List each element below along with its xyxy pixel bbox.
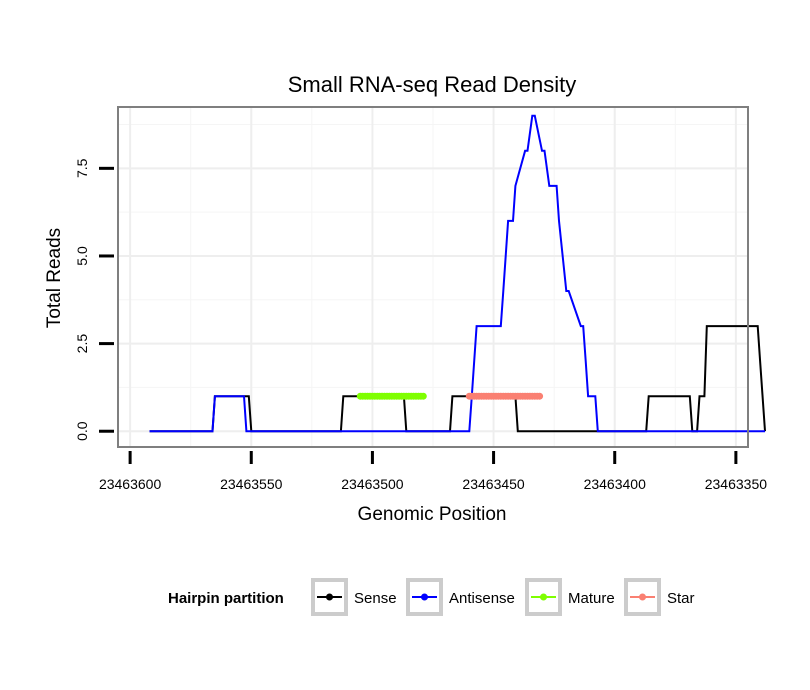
x-tick-label: 23463600 — [99, 476, 162, 492]
legend-label-star: Star — [667, 590, 695, 607]
x-axis: 23463600 23463550 23463500 23463450 23463400… — [99, 451, 767, 492]
x-tick-label: 23463450 — [462, 476, 525, 492]
y-axis: 0.0 2.5 5.0 7.5 — [74, 158, 114, 441]
legend-key-point — [639, 593, 646, 601]
chart-title: Small RNA-seq Read Density — [288, 72, 577, 97]
legend: Hairpin partition Sense Antisense Mature St… — [168, 578, 695, 616]
x-tick-label: 23463400 — [584, 476, 647, 492]
y-tick-label: 2.5 — [74, 334, 90, 354]
series-sense-line — [149, 325, 766, 433]
x-tick-label: 23463500 — [341, 476, 404, 492]
legend-title: Hairpin partition — [168, 590, 284, 607]
y-tick-label: 7.5 — [74, 158, 90, 178]
y-tick-label: 0.0 — [74, 421, 90, 441]
series-layer — [149, 114, 766, 433]
y-tick-label: 5.0 — [74, 246, 90, 266]
x-tick-label: 23463550 — [220, 476, 283, 492]
x-axis-label: Genomic Position — [358, 504, 507, 525]
series-mature-point — [419, 392, 427, 400]
legend-label-mature: Mature — [568, 590, 615, 607]
grid-lines — [118, 107, 748, 447]
legend-key-point — [326, 593, 333, 601]
legend-key-point — [540, 593, 547, 601]
y-axis-label: Total Reads — [44, 228, 65, 328]
x-tick-label: 23463350 — [705, 476, 768, 492]
series-star-point — [536, 392, 544, 400]
legend-label-sense: Sense — [354, 590, 397, 607]
legend-label-antisense: Antisense — [449, 590, 515, 607]
plot-border — [117, 106, 749, 448]
series-antisense-line — [149, 114, 765, 433]
legend-key-point — [421, 593, 428, 601]
